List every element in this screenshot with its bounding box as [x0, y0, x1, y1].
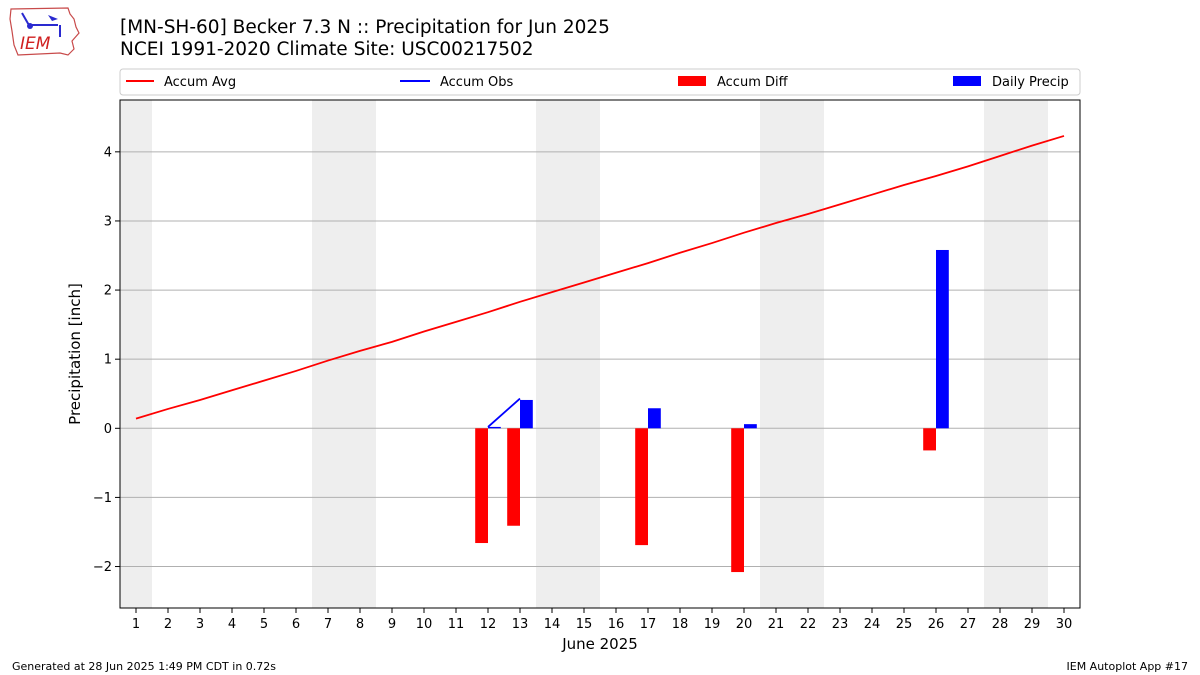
xtick-label-5: 6 [292, 617, 300, 632]
chart-subtitle: NCEI 1991-2020 Climate Site: USC00217502 [120, 39, 534, 60]
legend-swatch-daily-precip [953, 76, 981, 86]
daily-precip-bar-12 [488, 426, 501, 429]
accum-diff-bar-26 [923, 428, 936, 451]
legend-label-accum-avg: Accum Avg [164, 75, 236, 90]
daily-precip-bar-17 [648, 408, 661, 429]
legend-label-daily-precip: Daily Precip [992, 75, 1069, 90]
ytick-label-2: 0 [104, 422, 112, 437]
xtick-label-9: 10 [416, 617, 433, 632]
accum-avg-line [135, 135, 1065, 420]
xtick-label-24: 25 [896, 617, 913, 632]
xtick-label-23: 24 [864, 617, 881, 632]
logo-text: IEM [20, 34, 51, 54]
xtick-label-6: 7 [324, 617, 332, 632]
accum-diff-bar-17 [635, 428, 648, 546]
bird-shape [48, 15, 58, 21]
ytick-label-0: −2 [93, 560, 112, 575]
xtick-label-7: 8 [356, 617, 364, 632]
xtick-label-13: 14 [544, 617, 561, 632]
weekend-shade-4 [984, 100, 1048, 608]
legend-label-accum-diff: Accum Diff [717, 75, 789, 90]
xtick-label-4: 5 [260, 617, 268, 632]
accum-diff-bar-20 [731, 428, 744, 573]
xtick-label-11: 12 [480, 617, 497, 632]
weekend-shade-3 [760, 100, 824, 608]
xtick-label-25: 26 [928, 617, 945, 632]
xtick-label-22: 23 [832, 617, 849, 632]
accum-diff-bar-12 [475, 428, 488, 544]
xtick-label-28: 29 [1024, 617, 1041, 632]
xtick-label-8: 9 [388, 617, 396, 632]
daily-precip-bar-26 [936, 249, 949, 429]
ytick-label-5: 3 [104, 214, 112, 229]
xtick-label-29: 30 [1056, 617, 1073, 632]
xtick-label-18: 19 [704, 617, 721, 632]
legend-swatch-accum-diff [678, 76, 706, 86]
xtick-label-21: 22 [800, 617, 817, 632]
xtick-label-26: 27 [960, 617, 977, 632]
chart-title-block: [MN-SH-60] Becker 7.3 N :: Precipitation… [120, 17, 610, 61]
autoplot-app-label: IEM Autoplot App #17 [1066, 660, 1189, 673]
legend-label-accum-obs: Accum Obs [440, 75, 513, 90]
x-axis-ticks: 1 2 3 4 5 6 7 8 9 10 11 12 13 14 15 16 17 18 19 20 21 22 23 24 2… [132, 608, 1072, 632]
xtick-label-2: 3 [196, 617, 204, 632]
weekend-shade-0 [120, 100, 152, 608]
xtick-label-15: 16 [608, 617, 625, 632]
ytick-label-3: 1 [104, 353, 112, 368]
xtick-label-16: 17 [640, 617, 657, 632]
daily-precip-bar-20 [744, 424, 757, 429]
xtick-label-27: 28 [992, 617, 1009, 632]
daily-precip-bar-13 [520, 399, 533, 429]
gridlines [120, 151, 1080, 568]
ytick-label-6: 4 [104, 145, 112, 160]
weekend-shade-2 [536, 100, 600, 608]
chart-title: [MN-SH-60] Becker 7.3 N :: Precipitation… [120, 17, 610, 38]
xtick-label-19: 20 [736, 617, 753, 632]
weekend-shading [120, 100, 1048, 608]
generated-timestamp: Generated at 28 Jun 2025 1:49 PM CDT in … [12, 660, 277, 673]
plot-frame [119, 99, 1081, 609]
y-axis-ticks: −2 −1 0 1 2 3 4 [93, 145, 120, 575]
accum-diff-bar-13 [507, 428, 520, 526]
accum-obs-line [487, 397, 521, 428]
weekend-shade-1 [312, 100, 376, 608]
xtick-label-0: 1 [132, 617, 140, 632]
xtick-label-12: 13 [512, 617, 529, 632]
x-axis-label: June 2025 [561, 635, 638, 653]
ytick-label-4: 2 [104, 284, 112, 299]
iem-logo: IEM [8, 5, 80, 59]
xtick-label-10: 11 [448, 617, 465, 632]
sensor-dot [27, 23, 33, 29]
iowa-outline-shape [9, 7, 80, 56]
xtick-label-1: 2 [164, 617, 172, 632]
legend: Accum Avg Accum Obs Accum Diff Daily Pre… [119, 68, 1081, 96]
xtick-label-3: 4 [228, 617, 236, 632]
xtick-label-20: 21 [768, 617, 785, 632]
xtick-label-17: 18 [672, 617, 689, 632]
ytick-label-1: −1 [93, 491, 112, 506]
bars [475, 249, 949, 573]
legend-frame [119, 68, 1081, 96]
lines [135, 135, 1065, 428]
xtick-label-14: 15 [576, 617, 593, 632]
y-axis-label: Precipitation [inch] [66, 283, 84, 425]
